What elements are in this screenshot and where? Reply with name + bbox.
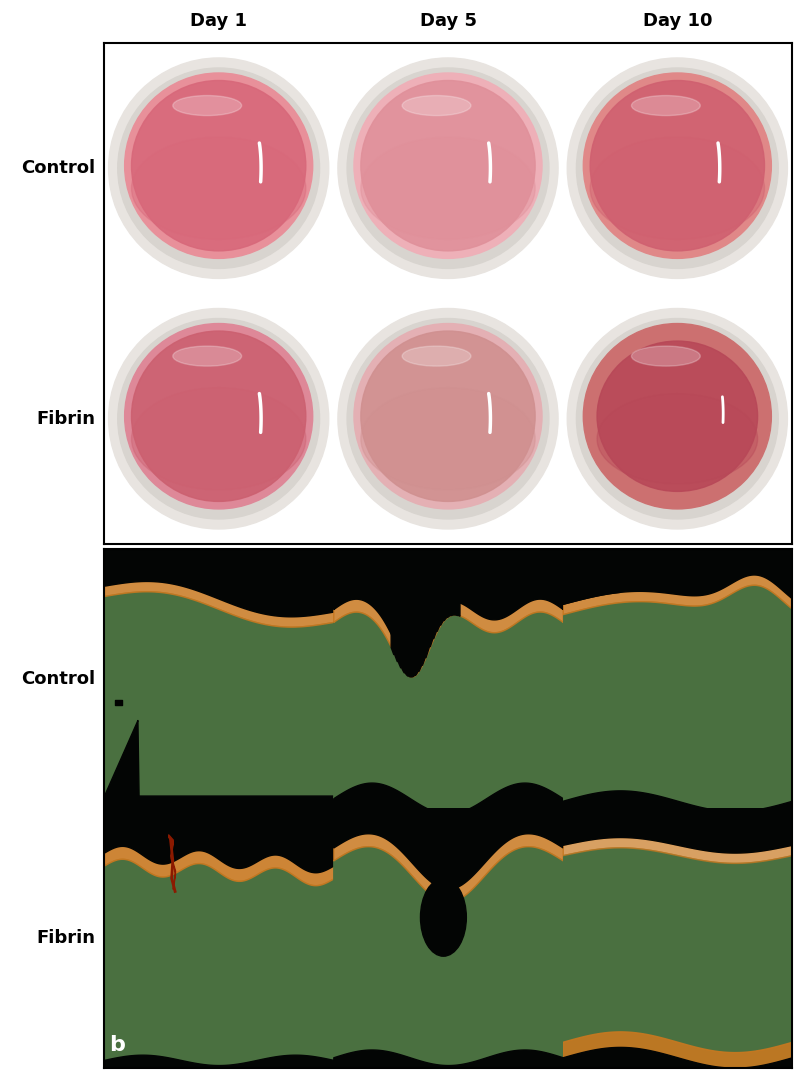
Ellipse shape [361, 137, 535, 239]
Ellipse shape [338, 309, 558, 529]
Text: Control: Control [21, 670, 95, 688]
Text: Fibrin: Fibrin [36, 410, 95, 428]
Ellipse shape [577, 68, 778, 268]
Ellipse shape [631, 95, 700, 116]
Ellipse shape [131, 387, 306, 490]
Ellipse shape [402, 95, 471, 116]
Ellipse shape [118, 319, 319, 519]
Ellipse shape [631, 347, 700, 366]
Text: Day 10: Day 10 [642, 13, 712, 30]
Ellipse shape [109, 58, 329, 278]
Text: a: a [110, 513, 125, 533]
Ellipse shape [590, 80, 765, 251]
Ellipse shape [583, 324, 771, 509]
Text: b: b [110, 1034, 126, 1055]
Ellipse shape [354, 324, 542, 509]
Ellipse shape [597, 341, 758, 491]
Ellipse shape [354, 73, 542, 259]
Ellipse shape [567, 309, 787, 529]
Text: Day 1: Day 1 [190, 13, 247, 30]
Ellipse shape [567, 58, 787, 278]
Ellipse shape [347, 319, 549, 519]
Ellipse shape [125, 73, 313, 259]
Ellipse shape [361, 332, 535, 501]
Ellipse shape [338, 58, 558, 278]
Ellipse shape [577, 319, 778, 519]
Ellipse shape [118, 68, 319, 268]
Text: Day 5: Day 5 [419, 13, 477, 30]
Ellipse shape [109, 309, 329, 529]
Text: Fibrin: Fibrin [36, 929, 95, 947]
Ellipse shape [131, 80, 306, 251]
Ellipse shape [361, 387, 535, 490]
Text: Control: Control [21, 159, 95, 177]
Ellipse shape [347, 68, 549, 268]
Ellipse shape [421, 879, 466, 956]
Ellipse shape [597, 394, 758, 484]
Ellipse shape [131, 137, 306, 239]
Ellipse shape [361, 80, 535, 251]
Ellipse shape [173, 347, 242, 366]
Ellipse shape [583, 73, 771, 259]
Ellipse shape [173, 95, 242, 116]
Ellipse shape [131, 332, 306, 501]
Ellipse shape [590, 137, 765, 239]
Ellipse shape [125, 324, 313, 509]
Ellipse shape [402, 347, 471, 366]
